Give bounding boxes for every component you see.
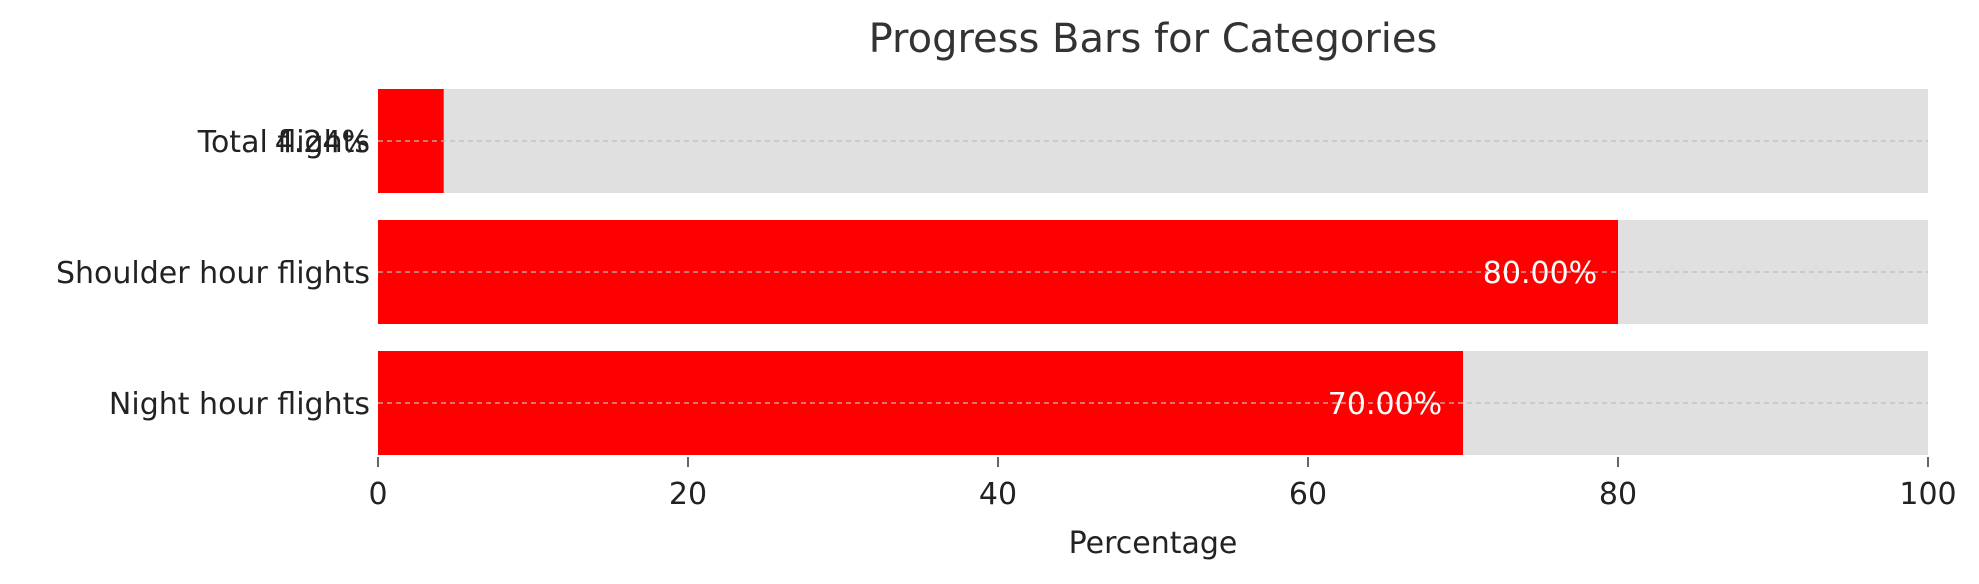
category-label: Total flights	[197, 125, 370, 160]
x-tick-label: 80	[1599, 477, 1637, 512]
x-tick-label: 60	[1289, 477, 1327, 512]
chart-title: Progress Bars for Categories	[869, 16, 1438, 62]
bar	[378, 220, 1618, 324]
category-label: Shoulder hour flights	[56, 256, 370, 291]
bar-row: Shoulder hour flights 80.00%	[56, 220, 1928, 324]
x-tick-label: 20	[669, 477, 707, 512]
x-axis-label: Percentage	[1069, 526, 1238, 561]
x-tick-label: 40	[979, 477, 1017, 512]
x-tick-label: 0	[368, 477, 387, 512]
x-axis: 0 20 40 60 80 100	[368, 457, 1957, 512]
data-label: 4.24%	[275, 125, 370, 160]
data-label: 80.00%	[1483, 256, 1597, 291]
x-tick-label: 100	[1899, 477, 1956, 512]
bar-row: Night hour flights 70.00%	[109, 351, 1928, 455]
category-label: Night hour flights	[109, 387, 370, 422]
data-label: 70.00%	[1328, 387, 1442, 422]
